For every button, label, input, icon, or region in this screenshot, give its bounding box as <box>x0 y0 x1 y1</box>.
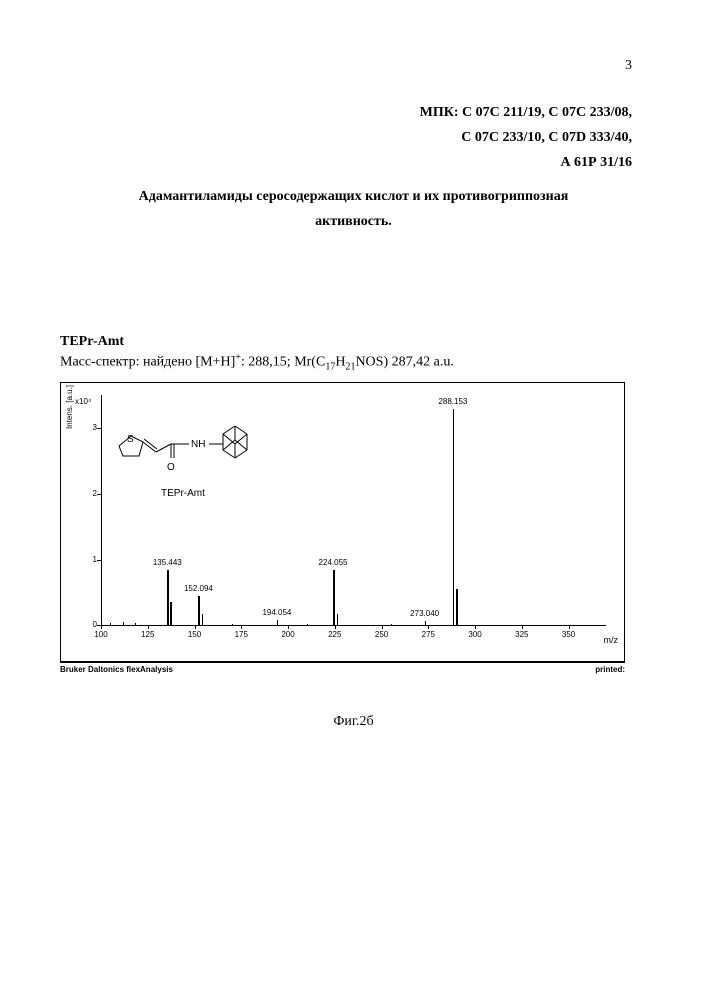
title-line: Адамантиламиды серосодержащих кислот и и… <box>60 184 647 209</box>
chart-footer: Bruker Daltonics flexAnalysis printed: <box>60 662 625 674</box>
compound-name: TEPr-Amt <box>60 334 647 350</box>
y-tick-mark <box>97 428 101 429</box>
x-tick-label: 175 <box>235 630 248 639</box>
x-tick-label: 200 <box>281 630 294 639</box>
formula-h: 21 <box>345 361 355 372</box>
spectrum-peak <box>167 570 169 626</box>
spectrum-peak <box>425 621 426 626</box>
x-tick-mark <box>522 625 523 629</box>
x-tick-mark <box>241 625 242 629</box>
title-line: активность. <box>60 209 647 234</box>
spectrum-peak <box>453 409 455 626</box>
spectrum-peak <box>198 596 200 626</box>
x-tick-label: 100 <box>94 630 107 639</box>
page-number: 3 <box>625 58 632 74</box>
peak-label: 224.055 <box>319 558 348 567</box>
ipc-line: А 61Р 31/16 <box>60 150 632 175</box>
x-tick-label: 150 <box>188 630 201 639</box>
svg-text:NH: NH <box>191 439 205 450</box>
svg-text:S: S <box>127 434 134 445</box>
figure-caption: Фиг.2б <box>60 714 647 730</box>
formula-c: 17 <box>325 361 335 372</box>
y-exponent: x10⁴ <box>75 397 91 406</box>
y-tick-label: 3 <box>81 423 97 432</box>
x-tick-label: 250 <box>375 630 388 639</box>
svg-text:O: O <box>167 462 175 473</box>
ipc-line: С 07С 233/10, С 07D 333/40, <box>60 125 632 150</box>
compound-section: TEPr-Amt Масс-спектр: найдено [M+H]+: 28… <box>60 334 647 372</box>
footer-left: Bruker Daltonics flexAnalysis <box>60 665 173 674</box>
y-axis-label: Intens. [a.u.] <box>65 385 74 429</box>
structure-caption: TEPr-Amt <box>161 488 205 499</box>
noise-peak <box>391 624 392 625</box>
x-tick-label: 275 <box>422 630 435 639</box>
x-tick-label: 125 <box>141 630 154 639</box>
y-tick-mark <box>97 494 101 495</box>
x-axis-label: m/z <box>604 635 619 645</box>
mass-spectrum-chart: Intens. [a.u.] x10⁴ 0 1 2 3 100 125 150 175 200 2… <box>60 382 625 662</box>
y-tick-mark <box>97 560 101 561</box>
x-tick-mark <box>569 625 570 629</box>
peak-label: 288.153 <box>438 397 467 406</box>
y-tick-label: 2 <box>81 489 97 498</box>
x-tick-label: 225 <box>328 630 341 639</box>
noise-peak <box>123 622 124 625</box>
chemical-structure: S O NH <box>111 413 281 493</box>
y-tick-label: 1 <box>81 555 97 564</box>
spectrum-peak <box>337 614 338 626</box>
spectrum-peak <box>277 620 278 625</box>
noise-peak <box>307 624 308 625</box>
footer-right: printed: <box>595 665 625 674</box>
mass-mid: : 288,15; Mr(C <box>241 355 325 370</box>
ipc-classification: МПК: С 07С 211/19, С 07С 233/08, С 07С 2… <box>60 100 632 176</box>
x-tick-mark <box>288 625 289 629</box>
spectrum-peak <box>202 614 203 626</box>
x-tick-mark <box>101 625 102 629</box>
x-tick-label: 350 <box>562 630 575 639</box>
x-tick-label: 300 <box>468 630 481 639</box>
ipc-line: МПК: С 07С 211/19, С 07С 233/08, <box>60 100 632 125</box>
x-tick-mark <box>148 625 149 629</box>
x-tick-label: 325 <box>515 630 528 639</box>
spectrum-peak <box>170 602 172 625</box>
y-tick-label: 0 <box>81 620 97 629</box>
formula-tail: NOS) 287,42 a.u. <box>355 355 453 370</box>
peak-label: 273.040 <box>410 609 439 618</box>
x-tick-mark <box>428 625 429 629</box>
x-tick-mark <box>335 625 336 629</box>
formula-h-sym: H <box>335 355 345 370</box>
peak-label: 194.054 <box>262 608 291 617</box>
document-title: Адамантиламиды серосодержащих кислот и и… <box>60 184 647 234</box>
peak-label: 152.094 <box>184 584 213 593</box>
structure-svg: S O NH <box>111 413 281 493</box>
spectrum-peak <box>333 570 335 626</box>
peak-label: 135.443 <box>153 558 182 567</box>
mass-prefix: Масс-спектр: найдено [M+H] <box>60 355 235 370</box>
noise-peak <box>232 624 233 625</box>
x-tick-mark <box>382 625 383 629</box>
noise-peak <box>135 623 136 625</box>
x-tick-mark <box>195 625 196 629</box>
x-tick-mark <box>475 625 476 629</box>
noise-peak <box>110 623 111 626</box>
y-axis-line <box>101 395 102 625</box>
spectrum-peak <box>456 589 458 625</box>
mass-spectrum-text: Масс-спектр: найдено [M+H]+: 288,15; Mr(… <box>60 352 647 372</box>
